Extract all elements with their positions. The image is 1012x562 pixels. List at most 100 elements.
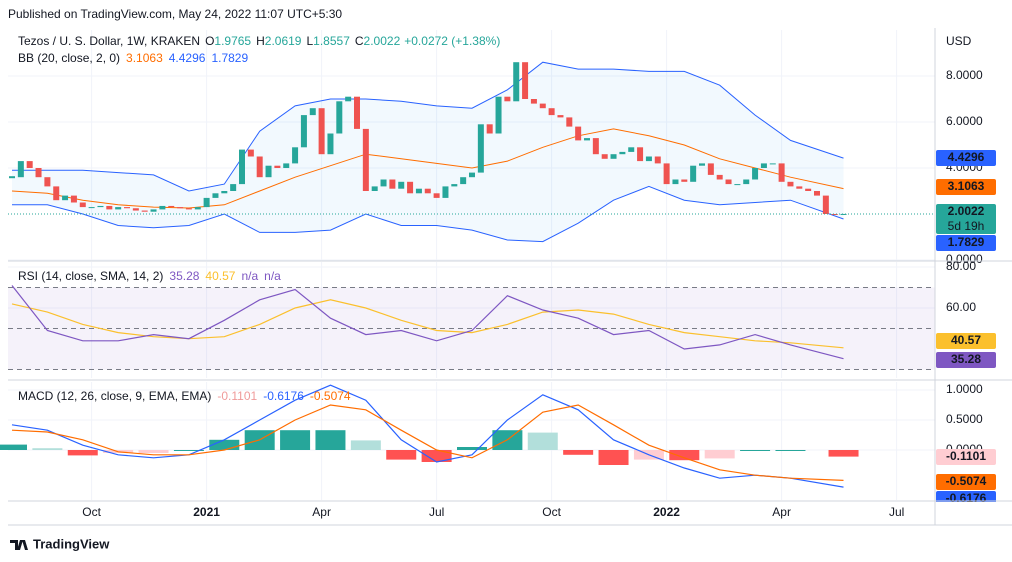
legend-item: 1.8557: [313, 34, 350, 48]
candle: [513, 62, 520, 102]
candle: [230, 184, 237, 191]
price-badge-label: -0.1101: [946, 449, 986, 463]
histogram-bar: [138, 450, 169, 454]
candle: [371, 186, 378, 191]
legend-item: RSI (14, close, SMA, 14, 2): [18, 269, 163, 283]
y-tick-label: 60.00: [946, 300, 976, 314]
x-tick-label: Apr: [312, 505, 331, 519]
candle: [194, 207, 201, 210]
legend-item: 3.1063: [126, 51, 163, 65]
candle: [672, 179, 679, 185]
candle: [539, 103, 546, 109]
candle: [300, 115, 307, 148]
legend-item: -0.6176: [263, 389, 304, 403]
candle: [548, 108, 555, 116]
candle: [53, 186, 60, 201]
candle: [690, 165, 697, 182]
candle: [274, 165, 281, 168]
candle: [318, 108, 325, 155]
candle: [805, 188, 812, 191]
legend-item: -0.5074: [310, 389, 351, 403]
price-badge-label: 2.0022: [948, 204, 985, 218]
legend-item: n/a: [264, 269, 281, 283]
histogram-bar: [669, 450, 700, 461]
histogram-bar: [0, 444, 27, 451]
legend-item: H: [256, 34, 265, 48]
candle: [124, 207, 130, 209]
candle: [221, 191, 228, 194]
legend-item: C: [355, 34, 364, 48]
candle: [177, 207, 184, 209]
candle: [44, 177, 51, 187]
candle: [159, 205, 166, 210]
legend-item: 2.0022: [364, 34, 401, 48]
brand-logo: TradingView: [10, 536, 110, 551]
candle: [415, 188, 422, 194]
price-badge-label: 3.1063: [948, 179, 985, 193]
legend-row: RSI (14, close, SMA, 14, 2) 35.28 40.57 n/a…: [18, 269, 281, 283]
legend-item: 4.4296: [169, 51, 206, 65]
price-badge: [936, 204, 996, 234]
candle: [557, 115, 564, 118]
legend-row: Tezos / U. S. Dollar, 1W, KRAKEN O1.9765 H…: [18, 34, 500, 48]
x-tick-label: 2022: [653, 505, 680, 519]
histogram-bar: [67, 450, 98, 456]
legend-item: 1.9765: [214, 34, 251, 48]
candle: [601, 154, 608, 159]
histogram-bar: [315, 430, 346, 451]
candle: [97, 205, 104, 208]
histogram-bar: [421, 450, 452, 463]
candle: [575, 126, 582, 141]
price-badge: [936, 150, 996, 166]
price-badge: [936, 449, 996, 465]
candle: [9, 176, 15, 179]
candle: [185, 208, 192, 210]
legend-item: 35.28: [169, 269, 199, 283]
price-badge: [936, 179, 996, 195]
candle: [663, 163, 670, 185]
candle: [398, 181, 405, 189]
histogram-bar: [173, 450, 204, 452]
legend-item: 40.57: [205, 269, 235, 283]
candle: [433, 193, 440, 198]
candle: [362, 128, 369, 191]
candle: [132, 208, 139, 211]
candle: [699, 163, 705, 166]
candle: [26, 161, 33, 168]
legend-item: 1.7829: [211, 51, 248, 65]
bollinger-line: [12, 61, 844, 192]
histogram-bar: [775, 450, 806, 452]
candle: [247, 149, 254, 157]
candle: [716, 174, 723, 180]
candle: [796, 186, 803, 189]
price-badge: [936, 352, 996, 368]
candle: [168, 205, 175, 208]
y-tick-label: 8.0000: [946, 68, 983, 82]
histogram-bar: [32, 448, 63, 451]
candle: [530, 99, 537, 104]
candle: [256, 156, 263, 178]
histogram-bar: [386, 450, 417, 460]
countdown: 5d 19h: [948, 219, 985, 233]
price-badge: [936, 474, 996, 490]
histogram-bar: [563, 450, 594, 455]
candle: [380, 179, 387, 187]
legend-item: BB (20, close, 2, 0): [18, 51, 120, 65]
x-tick-label: Oct: [82, 505, 101, 519]
bollinger-line: [12, 185, 844, 243]
x-tick-label: Jul: [429, 505, 444, 519]
published-note: Published on TradingView.com, May 24, 20…: [8, 7, 342, 21]
candle: [115, 207, 122, 210]
price-badge-label: 35.28: [951, 352, 981, 366]
brand-name: TradingView: [33, 536, 110, 551]
bollinger-line: [11, 128, 844, 209]
price-badge: [936, 235, 996, 251]
price-badge-label: 1.7829: [948, 235, 985, 249]
legend-item: Tezos / U. S. Dollar, 1W, KRAKEN: [18, 34, 200, 48]
histogram-bar: [740, 450, 771, 452]
candle: [566, 117, 573, 127]
candle: [840, 213, 847, 215]
candle: [760, 163, 767, 168]
candle: [389, 179, 396, 189]
candle: [79, 202, 86, 208]
